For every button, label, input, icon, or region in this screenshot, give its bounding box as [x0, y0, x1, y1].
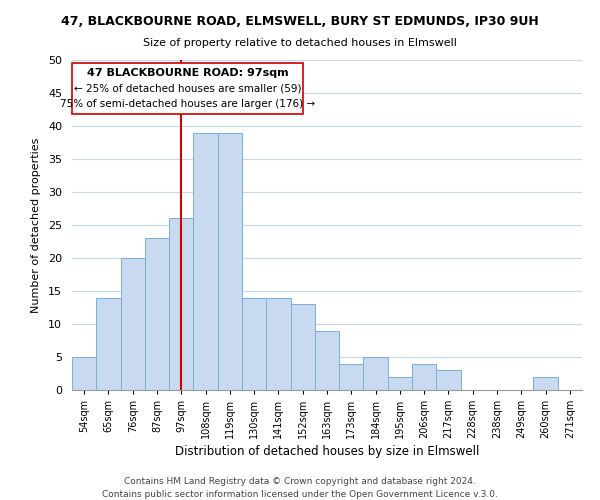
Bar — [290, 304, 315, 390]
Bar — [315, 330, 339, 390]
Text: 47 BLACKBOURNE ROAD: 97sqm: 47 BLACKBOURNE ROAD: 97sqm — [87, 68, 289, 78]
Text: 75% of semi-detached houses are larger (176) →: 75% of semi-detached houses are larger (… — [60, 99, 315, 109]
X-axis label: Distribution of detached houses by size in Elmswell: Distribution of detached houses by size … — [175, 446, 479, 458]
Text: Contains HM Land Registry data © Crown copyright and database right 2024.: Contains HM Land Registry data © Crown c… — [124, 478, 476, 486]
Bar — [266, 298, 290, 390]
Bar — [96, 298, 121, 390]
Bar — [339, 364, 364, 390]
Bar — [169, 218, 193, 390]
Text: Size of property relative to detached houses in Elmswell: Size of property relative to detached ho… — [143, 38, 457, 48]
Bar — [364, 357, 388, 390]
Bar — [121, 258, 145, 390]
Y-axis label: Number of detached properties: Number of detached properties — [31, 138, 41, 312]
Bar — [412, 364, 436, 390]
Text: Contains public sector information licensed under the Open Government Licence v.: Contains public sector information licen… — [102, 490, 498, 499]
Bar — [242, 298, 266, 390]
Bar — [72, 357, 96, 390]
Bar — [193, 132, 218, 390]
FancyBboxPatch shape — [73, 62, 303, 114]
Bar — [388, 377, 412, 390]
Bar — [145, 238, 169, 390]
Bar — [218, 132, 242, 390]
Text: 47, BLACKBOURNE ROAD, ELMSWELL, BURY ST EDMUNDS, IP30 9UH: 47, BLACKBOURNE ROAD, ELMSWELL, BURY ST … — [61, 15, 539, 28]
Text: ← 25% of detached houses are smaller (59): ← 25% of detached houses are smaller (59… — [74, 84, 301, 94]
Bar — [436, 370, 461, 390]
Bar — [533, 377, 558, 390]
